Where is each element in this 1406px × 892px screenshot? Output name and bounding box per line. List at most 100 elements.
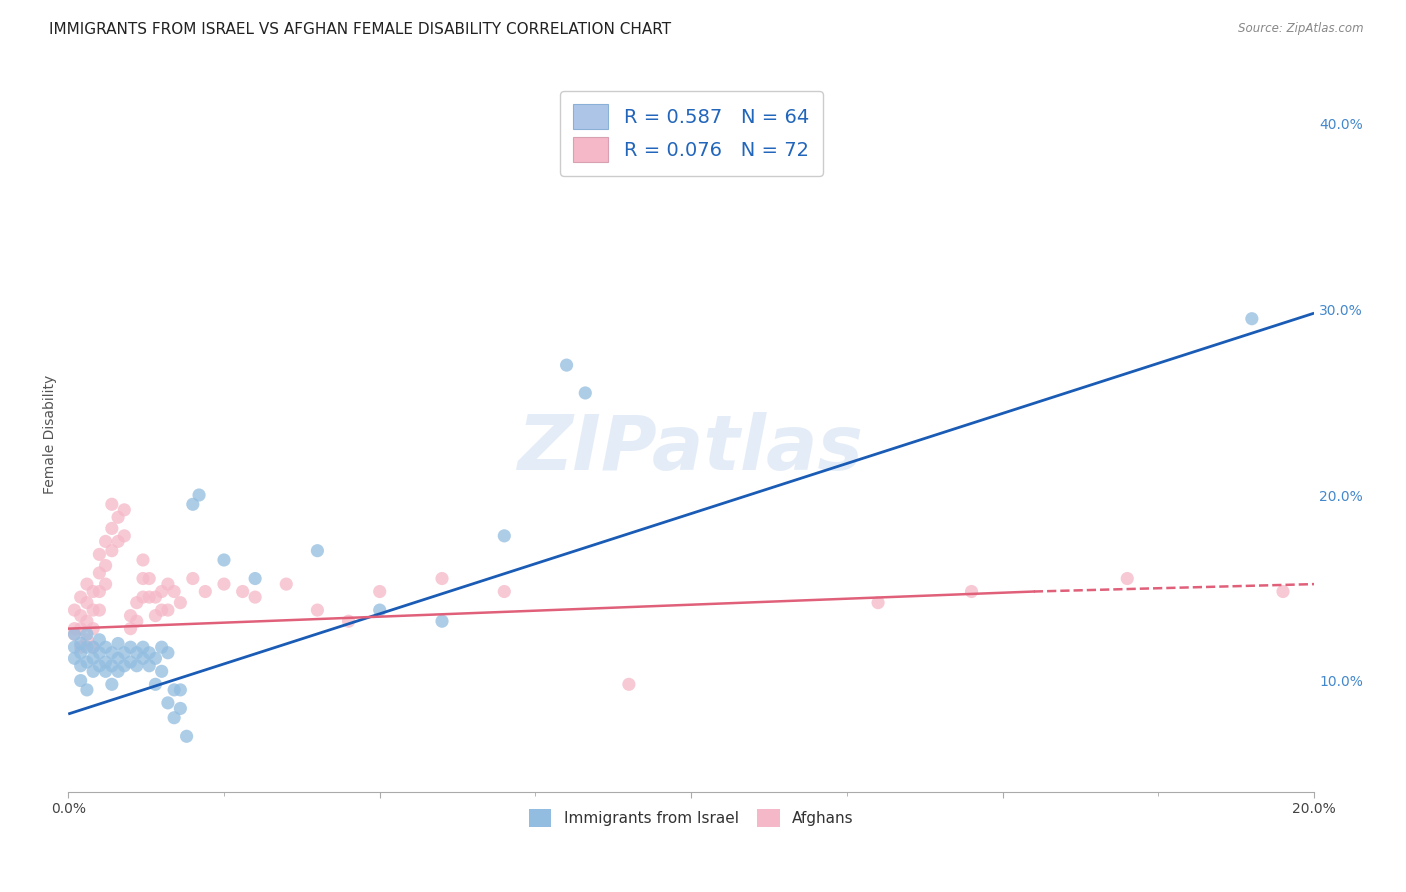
Point bbox=[138, 658, 160, 673]
Point bbox=[150, 584, 173, 599]
Point bbox=[69, 673, 91, 688]
Point bbox=[132, 572, 155, 586]
Point bbox=[69, 608, 91, 623]
Point bbox=[150, 640, 173, 655]
Point bbox=[94, 665, 117, 679]
Point bbox=[101, 646, 124, 660]
Point bbox=[82, 622, 104, 636]
Text: IMMIGRANTS FROM ISRAEL VS AFGHAN FEMALE DISABILITY CORRELATION CHART: IMMIGRANTS FROM ISRAEL VS AFGHAN FEMALE … bbox=[49, 22, 671, 37]
Point bbox=[430, 572, 453, 586]
Point bbox=[1240, 311, 1263, 326]
Point bbox=[76, 640, 98, 655]
Point bbox=[156, 696, 179, 710]
Point bbox=[101, 497, 124, 511]
Point bbox=[76, 596, 98, 610]
Point bbox=[368, 584, 391, 599]
Point bbox=[89, 603, 111, 617]
Point bbox=[868, 596, 890, 610]
Point bbox=[163, 682, 186, 697]
Point bbox=[1116, 572, 1139, 586]
Point bbox=[188, 488, 211, 502]
Point bbox=[555, 358, 578, 372]
Point bbox=[212, 577, 235, 591]
Point bbox=[89, 566, 111, 580]
Point bbox=[82, 665, 104, 679]
Point bbox=[101, 658, 124, 673]
Point bbox=[120, 622, 142, 636]
Point bbox=[107, 534, 129, 549]
Point bbox=[101, 543, 124, 558]
Point bbox=[94, 577, 117, 591]
Point bbox=[89, 646, 111, 660]
Point bbox=[368, 603, 391, 617]
Point bbox=[1272, 584, 1295, 599]
Point bbox=[69, 636, 91, 650]
Point bbox=[212, 553, 235, 567]
Y-axis label: Female Disability: Female Disability bbox=[44, 375, 58, 494]
Point bbox=[82, 584, 104, 599]
Point bbox=[69, 640, 91, 655]
Point bbox=[107, 636, 129, 650]
Point bbox=[337, 614, 360, 628]
Point bbox=[125, 614, 148, 628]
Point bbox=[69, 622, 91, 636]
Point bbox=[76, 682, 98, 697]
Point bbox=[132, 553, 155, 567]
Point bbox=[169, 682, 191, 697]
Point bbox=[94, 655, 117, 669]
Point bbox=[82, 603, 104, 617]
Point bbox=[76, 632, 98, 647]
Point bbox=[89, 632, 111, 647]
Point bbox=[132, 651, 155, 665]
Point bbox=[120, 655, 142, 669]
Point bbox=[82, 640, 104, 655]
Point bbox=[125, 646, 148, 660]
Point bbox=[112, 646, 135, 660]
Point bbox=[307, 543, 329, 558]
Point bbox=[150, 665, 173, 679]
Point bbox=[169, 596, 191, 610]
Point bbox=[138, 590, 160, 604]
Point bbox=[176, 729, 198, 743]
Point bbox=[82, 651, 104, 665]
Point bbox=[804, 145, 827, 159]
Point bbox=[125, 596, 148, 610]
Point bbox=[145, 651, 167, 665]
Point bbox=[76, 577, 98, 591]
Point bbox=[169, 701, 191, 715]
Point bbox=[156, 603, 179, 617]
Point bbox=[107, 665, 129, 679]
Point bbox=[120, 608, 142, 623]
Point bbox=[156, 646, 179, 660]
Point bbox=[107, 510, 129, 524]
Point bbox=[101, 677, 124, 691]
Point bbox=[150, 603, 173, 617]
Point bbox=[63, 603, 86, 617]
Text: ZIPatlas: ZIPatlas bbox=[519, 412, 865, 486]
Point bbox=[94, 558, 117, 573]
Point bbox=[112, 529, 135, 543]
Point bbox=[145, 608, 167, 623]
Point bbox=[243, 590, 266, 604]
Point bbox=[63, 640, 86, 655]
Point bbox=[145, 677, 167, 691]
Point bbox=[94, 534, 117, 549]
Text: Source: ZipAtlas.com: Source: ZipAtlas.com bbox=[1239, 22, 1364, 36]
Point bbox=[194, 584, 217, 599]
Point bbox=[63, 651, 86, 665]
Point bbox=[89, 548, 111, 562]
Legend: Immigrants from Israel, Afghans: Immigrants from Israel, Afghans bbox=[522, 801, 862, 834]
Point bbox=[276, 577, 298, 591]
Point bbox=[163, 584, 186, 599]
Point bbox=[63, 627, 86, 641]
Point bbox=[960, 584, 983, 599]
Point bbox=[132, 590, 155, 604]
Point bbox=[494, 584, 516, 599]
Point bbox=[138, 646, 160, 660]
Point bbox=[89, 584, 111, 599]
Point bbox=[138, 572, 160, 586]
Point bbox=[112, 658, 135, 673]
Point bbox=[163, 711, 186, 725]
Point bbox=[89, 658, 111, 673]
Point bbox=[430, 614, 453, 628]
